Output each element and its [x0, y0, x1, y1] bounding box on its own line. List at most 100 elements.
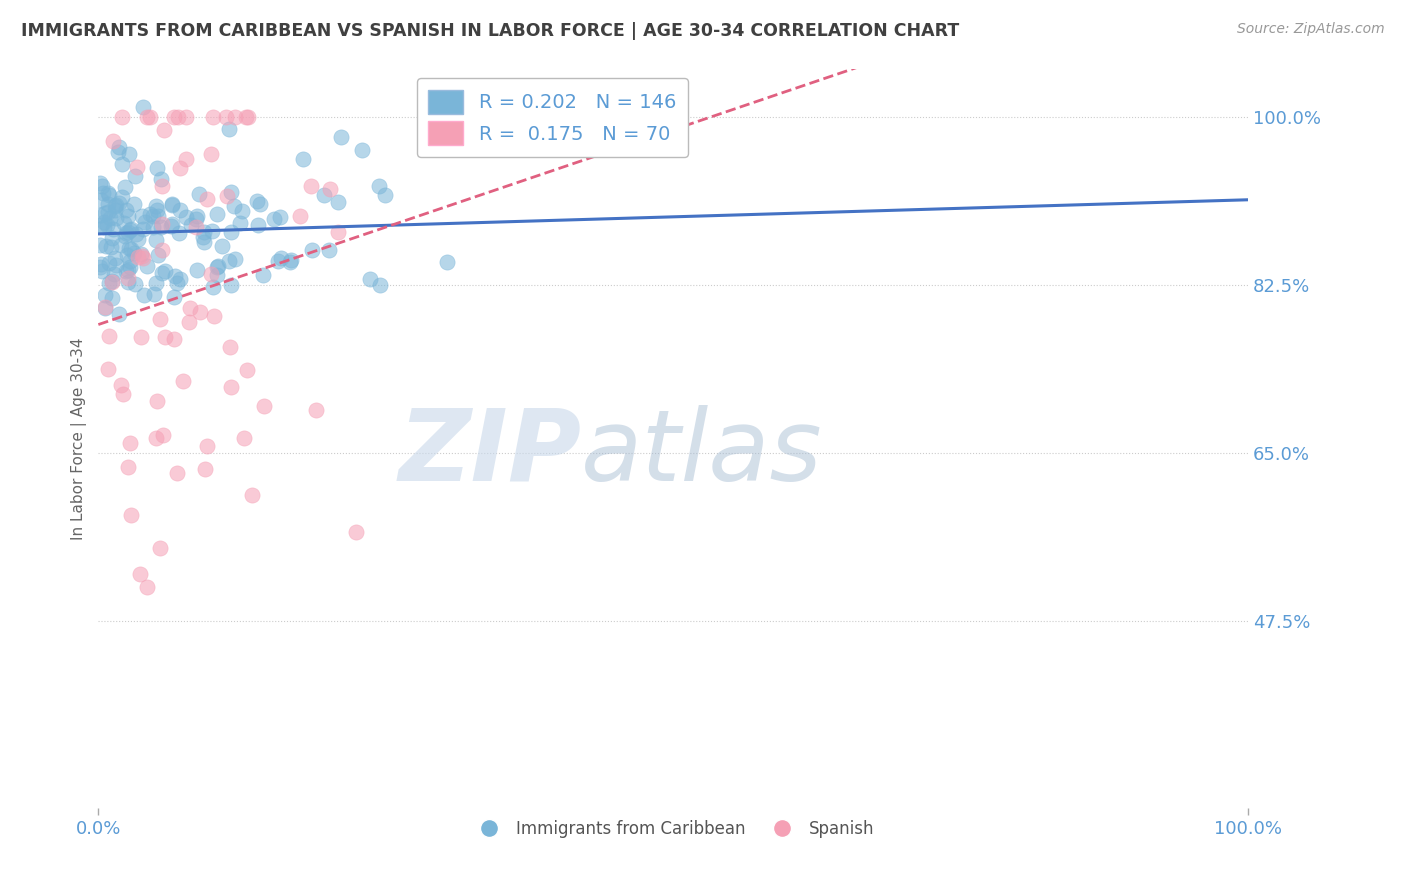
Point: [145, 276, 167, 290]
Point: [127, 250, 149, 264]
Point: [117, 225, 139, 239]
Point: [145, 393, 167, 408]
Point: [110, 238, 132, 252]
Point: [149, 541, 172, 555]
Point: [121, 508, 143, 523]
Point: [202, 280, 225, 294]
Point: [100, 211, 122, 226]
Point: [146, 161, 169, 175]
Point: [136, 259, 159, 273]
Point: [114, 228, 136, 243]
Point: [224, 110, 246, 124]
Point: [188, 304, 211, 318]
Point: [235, 110, 257, 124]
Point: [174, 152, 197, 166]
Point: [217, 189, 239, 203]
Point: [166, 276, 188, 290]
Point: [90, 257, 112, 271]
Point: [193, 462, 215, 476]
Point: [240, 488, 263, 502]
Text: Source: ZipAtlas.com: Source: ZipAtlas.com: [1237, 22, 1385, 37]
Point: [104, 199, 127, 213]
Point: [117, 275, 139, 289]
Point: [101, 292, 124, 306]
Point: [135, 581, 157, 595]
Point: [150, 217, 173, 231]
Point: [166, 466, 188, 480]
Point: [101, 275, 124, 289]
Point: [111, 189, 134, 203]
Point: [131, 330, 153, 344]
Point: [167, 226, 190, 240]
Point: [197, 192, 219, 206]
Point: [105, 198, 128, 212]
Point: [94, 239, 117, 253]
Point: [107, 196, 129, 211]
Point: [246, 194, 269, 208]
Point: [352, 143, 374, 157]
Point: [122, 246, 145, 260]
Point: [179, 301, 201, 315]
Point: [301, 244, 323, 258]
Point: [148, 248, 170, 262]
Point: [193, 225, 215, 239]
Point: [91, 186, 114, 200]
Point: [94, 301, 117, 316]
Point: [167, 110, 190, 124]
Point: [318, 182, 340, 196]
Point: [89, 208, 111, 222]
Point: [90, 219, 112, 233]
Point: [101, 274, 124, 288]
Point: [368, 179, 391, 194]
Point: [149, 312, 172, 326]
Point: [214, 110, 236, 124]
Point: [202, 309, 225, 323]
Point: [195, 439, 218, 453]
Point: [110, 378, 132, 392]
Point: [89, 238, 111, 252]
Point: [160, 196, 183, 211]
Point: [100, 239, 122, 253]
Point: [163, 331, 186, 345]
Point: [115, 227, 138, 241]
Point: [129, 247, 152, 261]
Point: [359, 271, 381, 285]
Point: [134, 215, 156, 229]
Point: [89, 176, 111, 190]
Point: [211, 239, 233, 253]
Point: [93, 219, 115, 234]
Point: [118, 254, 141, 268]
Point: [374, 188, 396, 202]
Point: [118, 241, 141, 255]
Point: [89, 260, 111, 274]
Point: [180, 218, 202, 232]
Point: [135, 110, 157, 124]
Point: [111, 157, 134, 171]
Point: [541, 139, 564, 153]
Point: [103, 268, 125, 282]
Point: [132, 221, 155, 235]
Point: [162, 290, 184, 304]
Point: [247, 218, 270, 232]
Point: [146, 209, 169, 223]
Point: [118, 146, 141, 161]
Point: [139, 110, 162, 124]
Point: [132, 100, 155, 114]
Point: [91, 264, 114, 278]
Point: [169, 202, 191, 217]
Point: [93, 215, 115, 229]
Point: [112, 216, 135, 230]
Point: [253, 399, 276, 413]
Point: [125, 227, 148, 241]
Point: [207, 268, 229, 283]
Point: [115, 248, 138, 262]
Point: [419, 124, 441, 138]
Point: [219, 185, 242, 199]
Point: [205, 207, 228, 221]
Point: [201, 110, 224, 124]
Point: [205, 260, 228, 274]
Point: [97, 276, 120, 290]
Text: ZIP: ZIP: [398, 405, 581, 502]
Point: [174, 110, 197, 124]
Point: [97, 187, 120, 202]
